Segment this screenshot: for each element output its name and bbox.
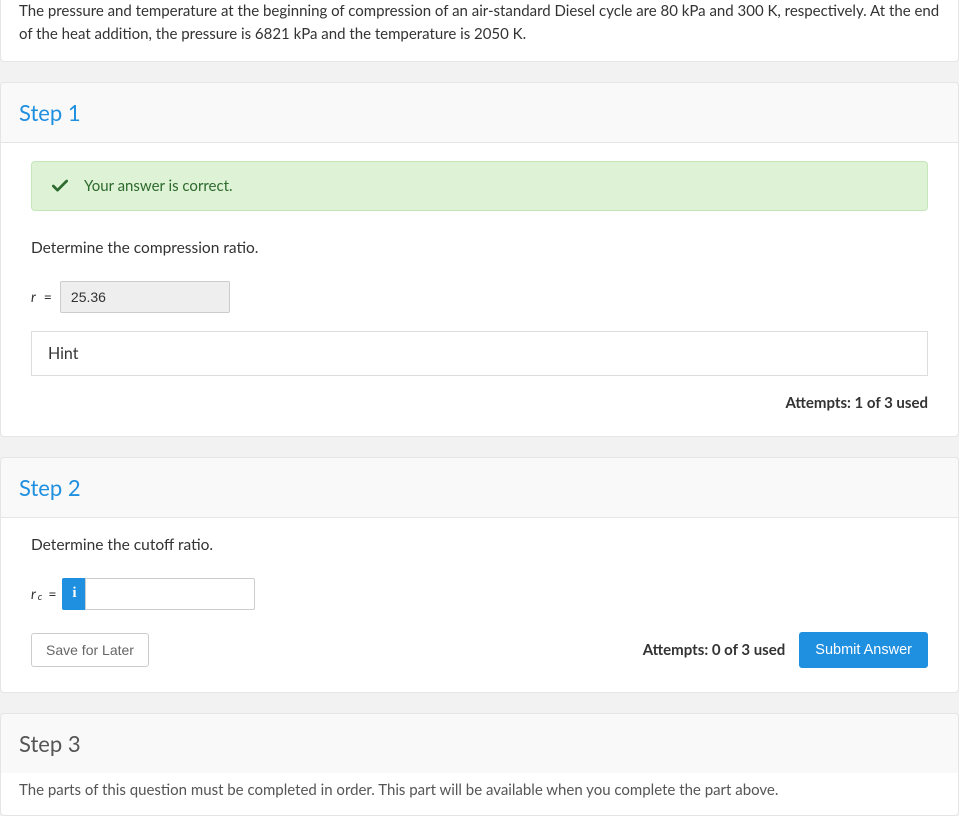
- step-1-header: Step 1: [1, 83, 958, 143]
- step-2-var-label: r: [31, 585, 36, 602]
- step-2-answer-row: rc = i: [31, 578, 928, 610]
- step-2-body: Determine the cutoff ratio. rc = i Save …: [1, 518, 958, 692]
- step-1-answer-input: [60, 281, 230, 313]
- step-3-title: Step 3: [19, 730, 940, 757]
- problem-statement-card: The pressure and temperature at the begi…: [0, 0, 959, 62]
- hint-button[interactable]: Hint: [31, 331, 928, 376]
- equals-sign-2: =: [48, 585, 56, 602]
- step-1-body: Your answer is correct. Determine the co…: [1, 143, 958, 436]
- step-2-attempts: Attempts: 0 of 3 used: [643, 641, 786, 659]
- info-icon[interactable]: i: [62, 578, 86, 610]
- step-2-header: Step 2: [1, 458, 958, 518]
- save-for-later-button[interactable]: Save for Later: [31, 633, 149, 667]
- step-3-locked-text: The parts of this question must be compl…: [19, 781, 940, 799]
- step-2-sub-label: c: [38, 591, 43, 603]
- step-3-card: Step 3 The parts of this question must b…: [0, 713, 959, 816]
- step-1-var-label: r: [31, 288, 36, 305]
- step-2-title: Step 2: [19, 474, 940, 501]
- step-1-prompt: Determine the compression ratio.: [31, 239, 928, 257]
- correct-alert-text: Your answer is correct.: [84, 177, 233, 195]
- correct-alert: Your answer is correct.: [31, 161, 928, 211]
- equals-sign: =: [44, 288, 52, 305]
- step-2-answer-input[interactable]: [85, 578, 255, 610]
- step-1-answer-row: r =: [31, 281, 928, 313]
- step-1-card: Step 1 Your answer is correct. Determine…: [0, 82, 959, 437]
- step-2-input-group: i: [62, 578, 255, 610]
- step-2-action-row: Save for Later Attempts: 0 of 3 used Sub…: [31, 632, 928, 668]
- hint-label: Hint: [48, 344, 79, 363]
- submit-answer-button[interactable]: Submit Answer: [799, 632, 928, 668]
- problem-text: The pressure and temperature at the begi…: [19, 0, 940, 47]
- step-1-attempts: Attempts: 1 of 3 used: [31, 394, 928, 412]
- check-icon: [50, 176, 70, 196]
- step-1-title: Step 1: [19, 99, 940, 126]
- step-3-header: Step 3: [1, 714, 958, 773]
- step-2-card: Step 2 Determine the cutoff ratio. rc = …: [0, 457, 959, 693]
- step-2-prompt: Determine the cutoff ratio.: [31, 536, 928, 554]
- step-2-right-actions: Attempts: 0 of 3 used Submit Answer: [643, 632, 928, 668]
- step-3-body: The parts of this question must be compl…: [1, 773, 958, 815]
